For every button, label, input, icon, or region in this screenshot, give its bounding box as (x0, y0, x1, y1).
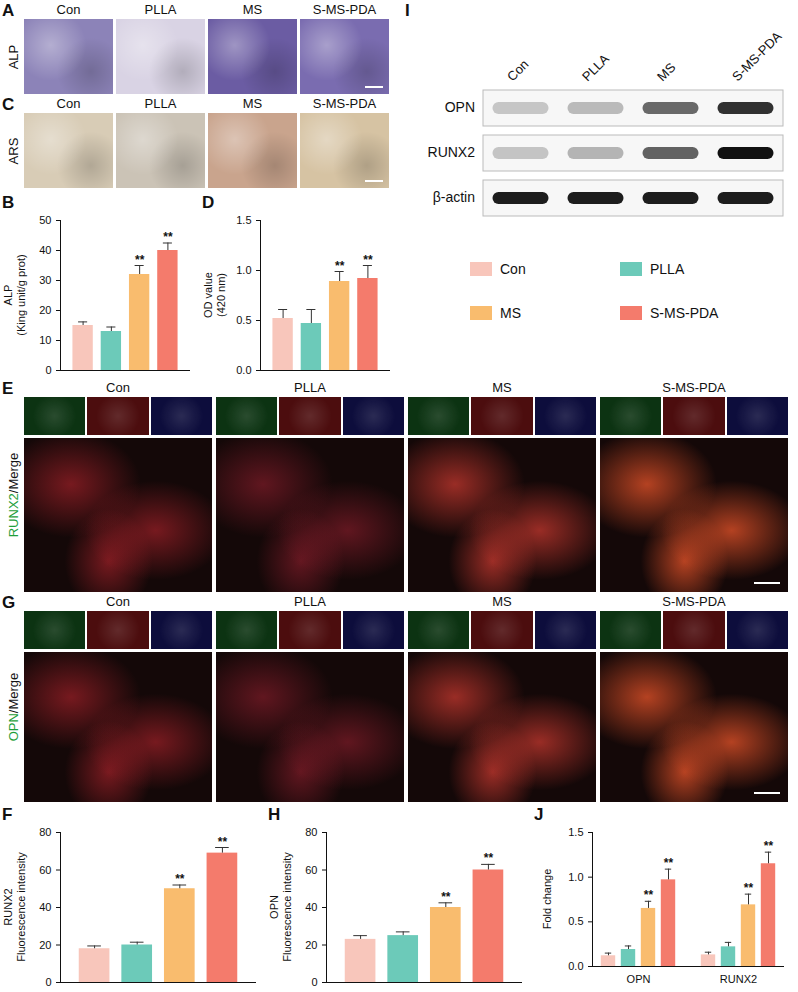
html-text:I: I (405, 1, 410, 20)
html-text:ALP (King unit/g prot): ALP (King unit/g prot) (2, 254, 27, 336)
html-text:ALP: ALP (5, 44, 20, 69)
html-text:S-MS-PDA: S-MS-PDA (662, 380, 726, 395)
html-text:OD value (420 nm): OD value (420 nm) (202, 272, 227, 318)
svg-text:10: 10 (39, 334, 51, 346)
html-text:PLLA: PLLA (650, 261, 685, 277)
svg-text:RUNX2: RUNX2 (720, 973, 757, 985)
svg-text:0.5: 0.5 (568, 915, 583, 927)
html-text:MS: MS (242, 96, 263, 111)
svg-text:**: ** (744, 881, 754, 895)
html-text:Con: Con (500, 261, 526, 277)
svg-text:80: 80 (305, 826, 317, 838)
html-text:Con: Con (56, 2, 81, 17)
html-text:E: E (2, 379, 14, 398)
svg-text:20: 20 (305, 939, 317, 951)
svg-text:40: 40 (305, 901, 317, 913)
html-text:A: A (2, 1, 15, 20)
svg-text:0.0: 0.0 (236, 364, 251, 376)
svg-text:**: ** (175, 872, 185, 886)
html-text:C: C (2, 95, 15, 114)
html-text:RUNX2 Fluorescence intensity: RUNX2 Fluorescence intensity (2, 852, 27, 962)
html-text:F: F (2, 805, 13, 824)
html-text:J: J (534, 805, 544, 824)
html-text:S-MS-PDA: S-MS-PDA (662, 594, 726, 609)
svg-text:30: 30 (39, 274, 51, 286)
svg-text:50: 50 (39, 214, 51, 226)
html-text:PLLA: PLLA (294, 380, 326, 395)
html-text:Con: Con (106, 594, 130, 609)
svg-text:0: 0 (311, 976, 317, 988)
svg-text:60: 60 (39, 864, 51, 876)
svg-text:MS: MS (654, 59, 679, 84)
svg-text:β-actin: β-actin (433, 189, 475, 205)
svg-text:0.5: 0.5 (236, 314, 251, 326)
html-text:MS: MS (242, 2, 263, 17)
html-text:S-MS-PDA: S-MS-PDA (312, 2, 377, 17)
svg-text:OPN: OPN (445, 99, 475, 115)
html-text:MS: MS (492, 380, 512, 395)
svg-text:1.5: 1.5 (236, 214, 251, 226)
svg-text:1.5: 1.5 (568, 826, 583, 838)
svg-text:40: 40 (39, 901, 51, 913)
html-text:PLLA: PLLA (144, 96, 177, 111)
svg-text:**: ** (163, 230, 173, 244)
svg-text:80: 80 (39, 826, 51, 838)
svg-text:60: 60 (305, 864, 317, 876)
svg-text:RUNX2: RUNX2 (428, 144, 476, 160)
html-text:D: D (202, 193, 215, 212)
html-text:/Merge: /Merge (5, 452, 20, 493)
svg-text:**: ** (218, 835, 228, 849)
html-text:H: H (268, 805, 281, 824)
svg-text:**: ** (484, 851, 494, 865)
html-text:/Merge: /Merge (5, 672, 20, 713)
svg-text:**: ** (764, 839, 774, 853)
svg-text:Con: Con (504, 57, 531, 84)
svg-text:40: 40 (39, 244, 51, 256)
html-text:G: G (2, 593, 16, 612)
svg-text:20: 20 (39, 939, 51, 951)
svg-text:OPN: OPN (627, 973, 651, 985)
html-text:OPN Fluorescence intensity: OPN Fluorescence intensity (268, 852, 293, 962)
svg-text:1.0: 1.0 (568, 871, 583, 883)
html-text:PLLA: PLLA (144, 2, 177, 17)
html-text:Con: Con (56, 96, 81, 111)
html-text:OPN: OPN (5, 712, 20, 741)
html-text:S-MS-PDA: S-MS-PDA (312, 96, 377, 111)
html-text:MS: MS (492, 594, 512, 609)
html-text:MS: MS (500, 305, 521, 321)
html-text:Con: Con (106, 380, 130, 395)
html-text:Fold change: Fold change (540, 868, 553, 930)
svg-text:**: ** (363, 253, 373, 267)
html-text:B: B (2, 193, 15, 212)
html-text:ARS: ARS (5, 137, 20, 164)
html-text:RUNX2: RUNX2 (5, 492, 20, 537)
svg-text:0: 0 (45, 976, 51, 988)
svg-text:**: ** (135, 253, 145, 267)
svg-text:0.0: 0.0 (568, 960, 583, 972)
html-text:PLLA: PLLA (294, 594, 326, 609)
html-text:S-MS-PDA: S-MS-PDA (650, 305, 719, 321)
svg-text:S-MS-PDA: S-MS-PDA (729, 28, 785, 84)
svg-text:20: 20 (39, 304, 51, 316)
svg-text:**: ** (335, 259, 345, 273)
svg-text:0: 0 (45, 364, 51, 376)
svg-text:PLLA: PLLA (579, 51, 612, 84)
svg-text:**: ** (644, 888, 654, 902)
svg-text:**: ** (664, 856, 674, 870)
svg-text:1.0: 1.0 (236, 264, 251, 276)
svg-text:**: ** (441, 890, 451, 904)
